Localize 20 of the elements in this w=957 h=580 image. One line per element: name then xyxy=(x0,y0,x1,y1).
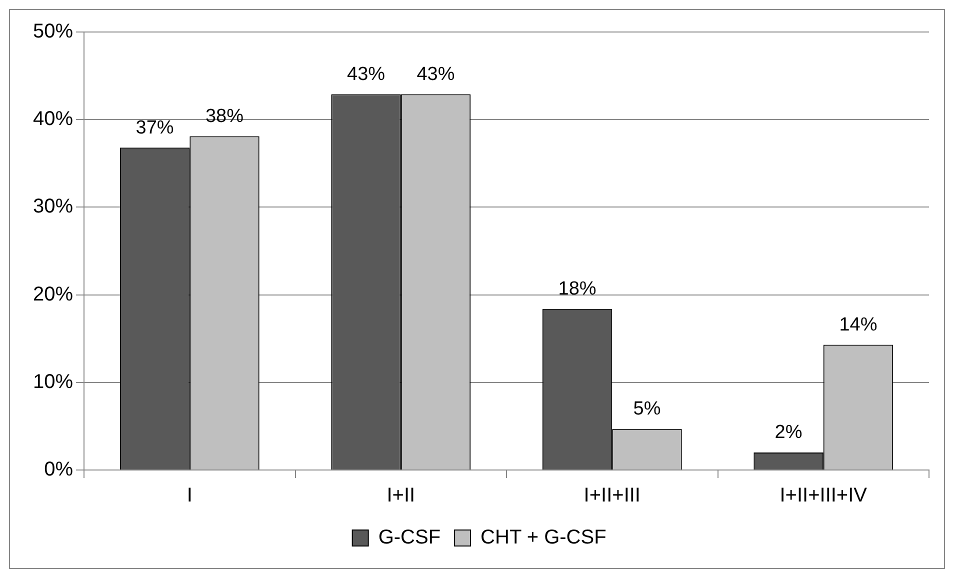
data-label: 43% xyxy=(416,64,455,85)
data-label: 38% xyxy=(205,106,244,127)
y-tick-label: 30% xyxy=(33,196,74,218)
data-label: 18% xyxy=(558,278,596,300)
legend-label: G-CSF xyxy=(378,526,441,549)
data-label: 43% xyxy=(347,64,386,85)
y-tick-label: 50% xyxy=(33,20,74,43)
data-label: 14% xyxy=(839,314,878,336)
x-tick-label: I+II+III+IV xyxy=(780,484,868,507)
legend-label: CHT + G-CSF xyxy=(480,526,606,549)
y-tick-label: 40% xyxy=(33,108,74,130)
x-tick-label: I+II xyxy=(386,484,416,507)
data-label: 5% xyxy=(633,398,661,420)
data-label: 37% xyxy=(136,117,174,138)
y-tick-label: 20% xyxy=(33,283,74,306)
x-tick-label: I xyxy=(186,484,192,507)
data-label: 2% xyxy=(774,422,802,444)
x-tick-label: I+II+III xyxy=(584,484,640,507)
y-tick-label: 0% xyxy=(44,458,74,481)
y-tick-label: 10% xyxy=(33,370,74,393)
